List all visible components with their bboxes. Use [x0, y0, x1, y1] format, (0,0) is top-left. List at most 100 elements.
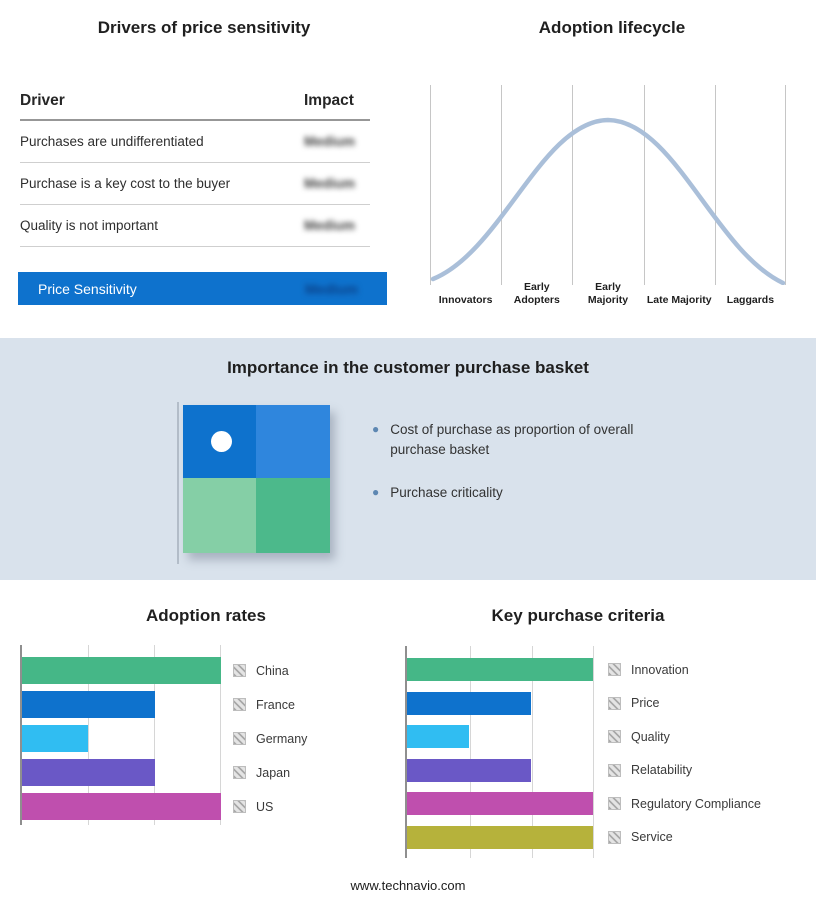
legend-swatch-icon — [233, 732, 246, 745]
adoption-lifecycle-panel: Adoption lifecycle Innovators Early Adopt… — [408, 0, 816, 338]
chart-gridline — [593, 646, 594, 858]
bar-china — [22, 657, 221, 684]
adoption-lifecycle-title: Adoption lifecycle — [538, 18, 686, 37]
bar-france — [22, 691, 155, 718]
bar-germany — [22, 725, 89, 752]
driver-row: Purchase is a key cost to the buyer Mediu… — [20, 163, 370, 205]
impact-value: Medium — [304, 176, 356, 191]
legend-swatch-icon — [233, 766, 246, 779]
legend-item-relatability: Relatability — [608, 759, 761, 782]
bullet-icon: ● — [372, 485, 380, 500]
key-purchase-criteria-legend: Innovation Price Quality Relatability Regula… — [608, 658, 761, 849]
bullet-text: Purchase criticality — [390, 485, 503, 501]
legend-item-quality: Quality — [608, 725, 761, 748]
driver-row: Purchases are undifferentiated Medium — [20, 121, 370, 163]
legend-item-japan: Japan — [233, 759, 307, 786]
chart-gridline — [220, 645, 221, 825]
basket-bullet-list: ● Cost of purchase as proportion of overa… — [372, 420, 652, 503]
chart-gridline — [88, 645, 89, 825]
summary-label: Price Sensitivity — [38, 280, 137, 297]
lifecycle-gridline — [430, 85, 431, 285]
basket-bullet: ● Purchase criticality — [372, 483, 652, 503]
purchase-basket-section: Importance in the customer purchase bask… — [0, 338, 816, 580]
quadrant-matrix — [183, 405, 330, 553]
impact-column-header: Impact — [304, 92, 354, 109]
legend-item-price: Price — [608, 692, 761, 715]
bar-service — [407, 825, 593, 849]
bar-japan — [22, 759, 155, 786]
key-purchase-criteria-title: Key purchase criteria — [491, 606, 665, 625]
legend-label: Relatability — [631, 763, 693, 777]
driver-row: Quality is not important Medium — [20, 205, 370, 247]
lifecycle-gridline — [501, 85, 503, 285]
bullet-icon: ● — [372, 422, 380, 436]
stage-label: Early Adopters — [513, 280, 560, 306]
driver-column-header: Driver — [20, 92, 65, 109]
quadrant-axis — [177, 402, 179, 564]
stage-label: Early Majority — [587, 280, 629, 306]
adoption-rates-chart — [20, 645, 221, 825]
legend-item-service: Service — [608, 826, 761, 849]
quadrant-bottom-left — [183, 478, 256, 553]
legend-label: France — [256, 697, 295, 712]
bar-us — [22, 793, 221, 820]
driver-label: Purchase is a key cost to the buyer — [20, 176, 231, 191]
impact-value: Medium — [304, 218, 356, 233]
legend-item-france: France — [233, 691, 307, 718]
stage-labels: Innovators Early Adopters Early Majority La… — [430, 275, 786, 307]
quadrant-marker-dot — [211, 431, 232, 452]
bar-regulatory-compliance — [407, 792, 593, 815]
legend-label: Germany — [256, 731, 308, 746]
chart-gridline — [154, 645, 155, 825]
legend-label: US — [256, 799, 274, 814]
driver-label: Quality is not important — [20, 218, 159, 233]
legend-swatch-icon — [233, 698, 246, 711]
lifecycle-gridline — [714, 85, 716, 285]
stage-label: Laggards — [726, 293, 775, 306]
legend-label: China — [256, 663, 289, 678]
basket-bullet: ● Cost of purchase as proportion of overa… — [372, 420, 652, 459]
bell-curve — [430, 117, 786, 285]
drivers-table-header: Driver Impact — [20, 92, 370, 121]
legend-swatch-icon — [233, 664, 246, 677]
legend-swatch-icon — [608, 663, 621, 676]
key-purchase-criteria-bars — [407, 658, 593, 849]
price-sensitivity-title: Drivers of price sensitivity — [97, 18, 311, 37]
key-purchase-criteria-chart — [405, 646, 594, 858]
legend-swatch-icon — [608, 696, 621, 710]
lifecycle-gridline — [572, 85, 574, 285]
legend-item-china: China — [233, 657, 307, 684]
legend-item-regulatory-compliance: Regulatory Compliance — [608, 792, 761, 815]
legend-item-us: US — [233, 793, 307, 820]
bar-price — [407, 691, 531, 715]
legend-label: Service — [631, 830, 673, 844]
legend-swatch-icon — [608, 730, 621, 743]
legend-swatch-icon — [608, 763, 621, 777]
quadrant-top-right — [256, 405, 330, 478]
stage-label: Late Majority — [646, 293, 712, 306]
legend-label: Innovation — [631, 662, 689, 677]
drivers-table-rows: Purchases are undifferentiated Medium Purc… — [20, 121, 370, 247]
bar-innovation — [407, 658, 593, 681]
top-section: Drivers of price sensitivity Driver Impa… — [0, 0, 816, 338]
impact-value: Medium — [304, 134, 356, 149]
adoption-rates-title: Adoption rates — [146, 606, 266, 625]
drivers-table: Driver Impact Purchases are undifferenti… — [20, 92, 370, 247]
driver-label: Purchases are undifferentiated — [20, 134, 204, 149]
legend-item-innovation: Innovation — [608, 658, 761, 681]
bar-quality — [407, 725, 469, 748]
quadrant-top-left — [183, 405, 256, 478]
legend-label: Japan — [256, 765, 291, 780]
summary-impact-value: Medium — [305, 280, 358, 297]
stage-label: Innovators — [438, 293, 493, 306]
lifecycle-chart — [430, 85, 786, 285]
bottom-section: Adoption rates Key purchase criteria Chi… — [0, 580, 816, 902]
legend-label: Regulatory Compliance — [631, 796, 761, 811]
legend-swatch-icon — [233, 800, 246, 813]
price-sensitivity-panel: Drivers of price sensitivity Driver Impa… — [0, 0, 408, 338]
bar-relatability — [407, 758, 531, 782]
lifecycle-gridline — [643, 85, 645, 285]
legend-label: Quality — [631, 729, 670, 744]
adoption-rates-legend: China France Germany Japan US — [233, 657, 307, 820]
legend-label: Price — [631, 696, 660, 710]
